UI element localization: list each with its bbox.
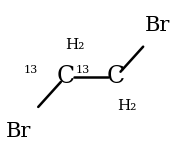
Text: C: C bbox=[56, 65, 74, 88]
Text: 13: 13 bbox=[76, 65, 90, 75]
Text: H₂: H₂ bbox=[65, 38, 85, 52]
Text: Br: Br bbox=[144, 16, 170, 35]
Text: H₂: H₂ bbox=[117, 99, 137, 113]
Text: 13: 13 bbox=[23, 65, 37, 75]
Text: C: C bbox=[107, 65, 125, 88]
Text: Br: Br bbox=[6, 122, 31, 141]
